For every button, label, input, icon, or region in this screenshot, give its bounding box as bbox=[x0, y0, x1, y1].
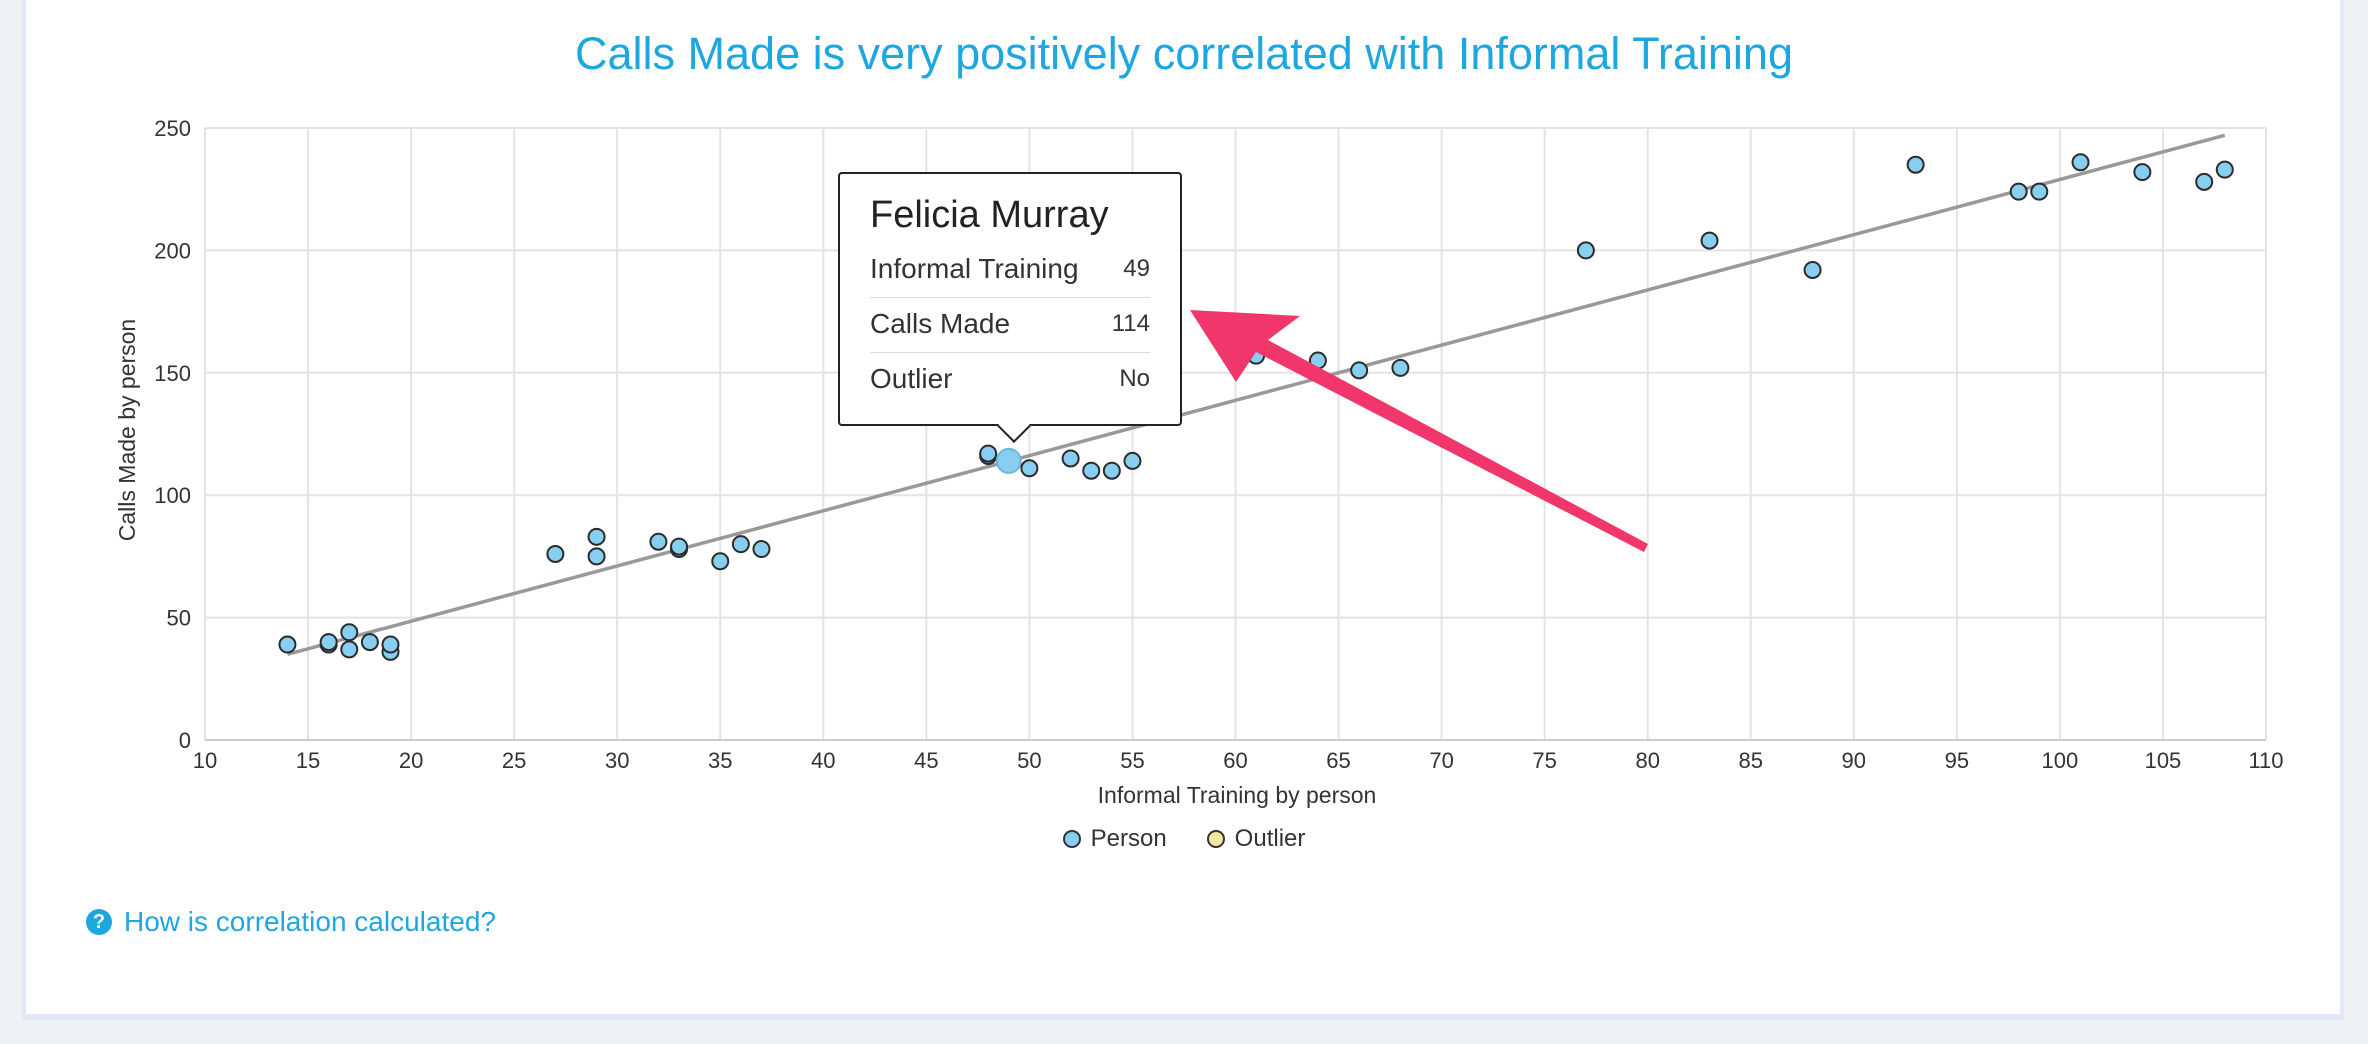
question-circle-icon: ? bbox=[86, 909, 112, 935]
data-point[interactable] bbox=[587, 527, 606, 546]
grid bbox=[204, 127, 2267, 741]
data-point[interactable] bbox=[340, 640, 359, 659]
x-tick-label: 85 bbox=[1739, 748, 1763, 773]
chart-legend: Person Outlier bbox=[0, 825, 2368, 853]
legend-item-person[interactable]: Person bbox=[1062, 825, 1167, 853]
data-point[interactable] bbox=[2215, 160, 2234, 179]
legend-item-outlier[interactable]: Outlier bbox=[1206, 825, 1306, 853]
data-point[interactable] bbox=[1102, 461, 1121, 480]
x-tick-label: 80 bbox=[1635, 748, 1659, 773]
tooltip-label: Outlier bbox=[870, 363, 953, 394]
annotation-arrow bbox=[1190, 310, 1648, 552]
data-point[interactable] bbox=[1061, 449, 1080, 468]
x-tick-label: 20 bbox=[399, 748, 423, 773]
axis-ticks: 10 15 20 25 30 35 40 45 50 55 60 65 70 75 80 85 90 95 100 1… bbox=[154, 116, 2283, 773]
data-point[interactable] bbox=[752, 540, 771, 559]
data-point[interactable] bbox=[1906, 155, 1925, 174]
data-point[interactable] bbox=[979, 444, 998, 463]
x-tick-label: 35 bbox=[708, 748, 732, 773]
data-point[interactable] bbox=[1123, 451, 1142, 470]
y-tick-label: 100 bbox=[154, 483, 191, 508]
tooltip-row: Calls Made 114 bbox=[870, 298, 1150, 353]
x-tick-label: 65 bbox=[1326, 748, 1350, 773]
y-tick-label: 50 bbox=[167, 606, 191, 631]
x-tick-label: 110 bbox=[2248, 748, 2283, 773]
legend-label: Person bbox=[1090, 825, 1167, 852]
x-tick-label: 15 bbox=[296, 748, 320, 773]
data-point[interactable] bbox=[1700, 231, 1719, 250]
person-swatch-icon bbox=[1062, 830, 1081, 848]
tooltip-label: Calls Made bbox=[870, 308, 1011, 339]
data-point[interactable] bbox=[278, 635, 297, 654]
tooltip-value: 49 bbox=[1123, 255, 1150, 282]
data-points bbox=[278, 153, 2234, 661]
data-point[interactable] bbox=[1020, 459, 1039, 478]
data-point[interactable] bbox=[1350, 361, 1369, 380]
data-point[interactable] bbox=[1803, 260, 1822, 279]
data-point[interactable] bbox=[2030, 182, 2049, 201]
data-point[interactable] bbox=[546, 544, 565, 563]
data-point[interactable] bbox=[711, 552, 730, 571]
data-point[interactable] bbox=[2195, 172, 2214, 191]
x-tick-label: 105 bbox=[2145, 748, 2182, 773]
highlighted-point[interactable] bbox=[995, 447, 1022, 474]
x-axis-title: Informal Training by person bbox=[1098, 782, 1377, 808]
arrow-icon bbox=[1190, 310, 1648, 552]
x-tick-label: 55 bbox=[1120, 748, 1144, 773]
tooltip-row: Outlier No bbox=[870, 353, 1150, 407]
data-point[interactable] bbox=[2009, 182, 2028, 201]
data-point[interactable] bbox=[2133, 163, 2152, 182]
data-point[interactable] bbox=[587, 547, 606, 566]
y-tick-label: 250 bbox=[154, 116, 191, 141]
y-axis-title: Calls Made by person bbox=[114, 319, 140, 541]
tooltip-person-name: Felicia Murray bbox=[870, 194, 1109, 236]
tooltip-value: 114 bbox=[1111, 310, 1150, 337]
outlier-swatch-icon bbox=[1206, 830, 1225, 848]
x-tick-label: 50 bbox=[1017, 748, 1041, 773]
data-point[interactable] bbox=[1391, 358, 1410, 377]
x-tick-label: 95 bbox=[1945, 748, 1969, 773]
x-tick-label: 40 bbox=[811, 748, 835, 773]
point-tooltip: Felicia Murray Informal Training 49 Call… bbox=[838, 172, 1182, 426]
x-tick-label: 90 bbox=[1842, 748, 1866, 773]
tooltip-value: No bbox=[1119, 365, 1150, 392]
y-tick-label: 0 bbox=[179, 728, 191, 753]
x-tick-label: 10 bbox=[193, 748, 217, 773]
data-point[interactable] bbox=[319, 633, 338, 652]
data-point[interactable] bbox=[340, 623, 359, 642]
x-tick-label: 45 bbox=[914, 748, 938, 773]
data-point[interactable] bbox=[1576, 241, 1595, 260]
x-tick-label: 100 bbox=[2042, 748, 2079, 773]
y-tick-label: 150 bbox=[154, 361, 191, 386]
x-tick-label: 60 bbox=[1223, 748, 1247, 773]
help-link-label: How is correlation calculated? bbox=[124, 906, 496, 937]
data-point[interactable] bbox=[649, 532, 668, 551]
x-tick-label: 75 bbox=[1532, 748, 1556, 773]
trend-line bbox=[286, 133, 2226, 657]
chart-title: Calls Made is very positively correlated… bbox=[575, 28, 1793, 79]
data-point[interactable] bbox=[2071, 153, 2090, 172]
tooltip-row: Informal Training 49 bbox=[870, 243, 1150, 298]
correlation-help-link[interactable]: ? How is correlation calculated? bbox=[86, 906, 496, 938]
data-point[interactable] bbox=[731, 535, 750, 554]
data-point[interactable] bbox=[670, 537, 689, 556]
data-point[interactable] bbox=[381, 635, 400, 654]
tooltip-label: Informal Training bbox=[870, 253, 1079, 284]
x-tick-label: 25 bbox=[502, 748, 526, 773]
y-tick-label: 200 bbox=[154, 238, 191, 263]
x-tick-label: 30 bbox=[605, 748, 629, 773]
data-point[interactable] bbox=[1082, 461, 1101, 480]
legend-label: Outlier bbox=[1234, 825, 1306, 852]
x-tick-label: 70 bbox=[1429, 748, 1453, 773]
data-point[interactable] bbox=[360, 633, 379, 652]
